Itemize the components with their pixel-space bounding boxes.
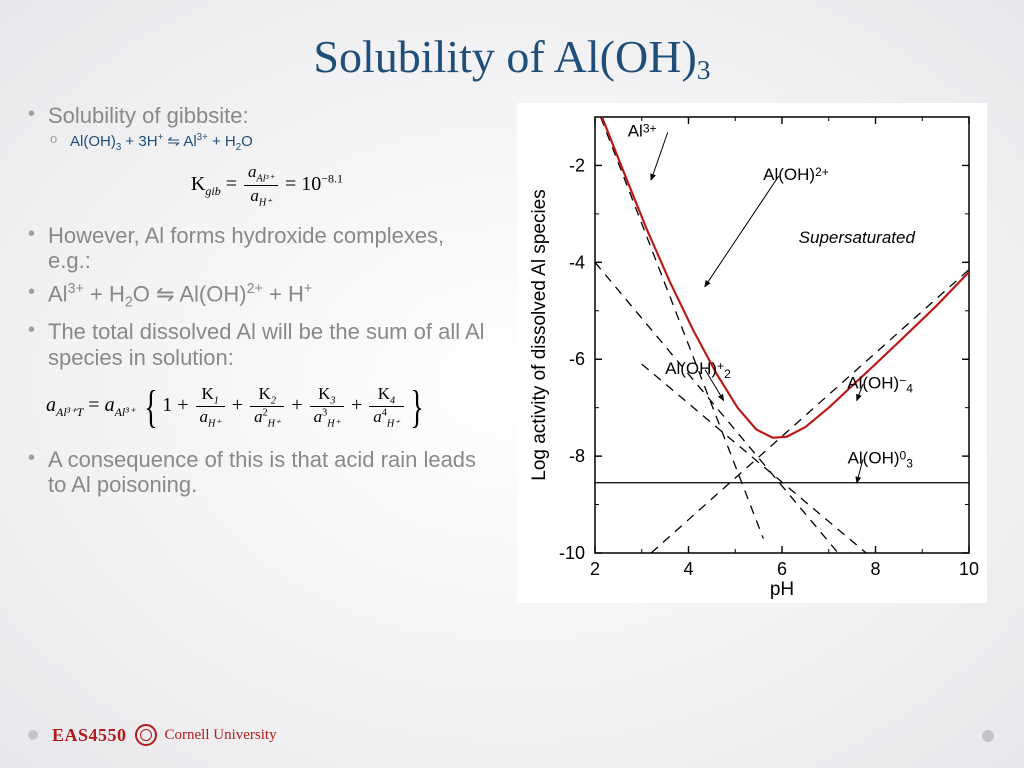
university-name: Cornell University [165,727,277,744]
bullet-1-sub: Al(OH)3 + 3H+ ⇋ Al3+ + H2O [48,132,486,153]
bullet-5: A consequence of this is that acid rain … [26,447,486,498]
chart-column: 2 4 6 8 10 -10 -8 -6 -4 -2 pH Log activity of disso… [506,103,998,603]
svg-text:-4: -4 [569,252,585,272]
svg-text:-2: -2 [569,155,585,175]
bullet-1-text: Solubility of gibbsite: [48,103,249,128]
svg-text:6: 6 [777,559,787,579]
svg-text:-8: -8 [569,446,585,466]
bullet-3: Al3+ + H2O ⇋ Al(OH)2+ + H+ [26,281,486,311]
svg-text:10: 10 [959,559,979,579]
bullet-1: Solubility of gibbsite: Al(OH)3 + 3H+ ⇋ … [26,103,486,209]
svg-text:8: 8 [870,559,880,579]
page-title: Solubility of Al(OH)3 [0,0,1024,83]
solubility-chart: 2 4 6 8 10 -10 -8 -6 -4 -2 pH Log activity of disso… [517,103,987,603]
svg-text:pH: pH [770,579,794,600]
footer: EAS4550 Cornell University [28,724,277,746]
svg-text:-10: -10 [559,543,585,563]
svg-text:-6: -6 [569,349,585,369]
equation-kgib: Kgib = aAl³⁺ aH⁺ = 10−8.1 [48,162,486,209]
svg-text:4: 4 [683,559,693,579]
bullet-4: The total dissolved Al will be the sum o… [26,319,486,370]
footer-dot-right [982,730,994,742]
svg-text:Supersaturated: Supersaturated [799,228,916,247]
bullet-2: However, Al forms hydroxide complexes, e… [26,223,486,274]
course-code: EAS4550 [52,725,127,746]
equation-total-al: aAl³⁺T = aAl³⁺ {1 + K1aH⁺ + K2a2H⁺ + K3a… [46,380,486,433]
content-row: Solubility of gibbsite: Al(OH)3 + 3H+ ⇋ … [0,83,1024,603]
cornell-seal-icon [135,724,157,746]
svg-text:2: 2 [590,559,600,579]
bullet-column: Solubility of gibbsite: Al(OH)3 + 3H+ ⇋ … [26,103,486,603]
footer-dot-left [28,730,38,740]
svg-text:Log activity of dissolved Al s: Log activity of dissolved Al species [529,189,550,481]
